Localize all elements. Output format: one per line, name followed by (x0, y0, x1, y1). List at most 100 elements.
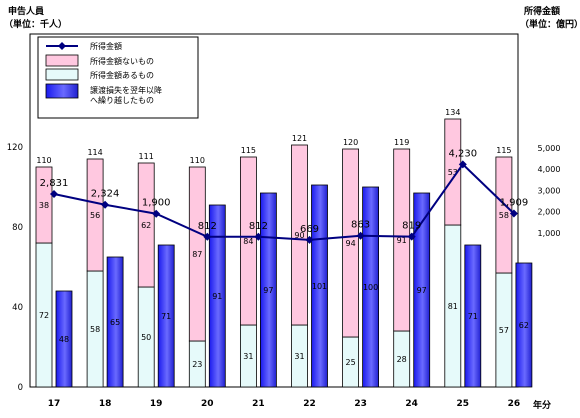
income-line-group: 2,831 2,324 1,900 812 812 669 863 819 4,230 1,909 (40, 148, 529, 244)
bars-group (35, 118, 533, 388)
income-label: 1,909 (500, 198, 529, 209)
legend: 所得金額 所得金額ないもの 所得金額あるもの 譲渡損失を翌年以降へ繰り越したもの (37, 36, 199, 119)
x-tick-label: 19 (150, 399, 163, 409)
label-with-income: 58 (90, 325, 100, 334)
income-point (356, 231, 365, 240)
x-tick-label: 20 (201, 399, 214, 409)
label-carryover: 71 (161, 312, 171, 321)
label-stack-total: 110 (190, 156, 205, 165)
label-carryover: 97 (417, 286, 427, 295)
income-line (53, 162, 515, 241)
left-axis-title-line1: 申告人員 (8, 5, 44, 17)
x-axis-ticks: 17 18 19 20 21 22 23 24 25 26 (48, 399, 520, 409)
legend-swatch-no-income (45, 54, 79, 67)
bar-carryover (515, 262, 533, 388)
bar-carryover (311, 184, 328, 388)
legend-label-carryover: 譲渡損失を翌年以降へ繰り越したもの (90, 85, 162, 105)
label-no-income: 58 (499, 211, 509, 220)
bar-carryover (259, 192, 277, 388)
label-no-income: 84 (243, 237, 253, 246)
income-point (305, 235, 314, 244)
label-with-income: 57 (499, 326, 509, 335)
x-tick-label: 25 (457, 399, 470, 409)
bar-carryover (55, 290, 73, 388)
income-point (407, 232, 416, 241)
legend-swatch-carryover (45, 83, 79, 99)
left-axis-ticks: 0 40 80 120 (7, 143, 23, 393)
bar-no-income (239, 156, 257, 326)
bar-carryover (208, 204, 226, 388)
label-with-income: 81 (448, 302, 458, 311)
bar-no-income (35, 166, 53, 244)
income-point (152, 209, 161, 218)
income-point (203, 232, 212, 241)
left-tick-label: 80 (12, 223, 23, 233)
label-with-income: 31 (243, 352, 253, 361)
right-tick-label: 2,000 (538, 208, 561, 217)
income-point (458, 160, 467, 169)
label-no-income: 94 (346, 239, 356, 248)
bar-no-income (393, 148, 411, 332)
x-tick-label: 22 (303, 399, 316, 409)
left-tick-label: 0 (18, 383, 23, 393)
x-axis-label: 年分 (533, 399, 551, 411)
bar-no-income (291, 144, 308, 326)
label-stack-total: 119 (394, 138, 409, 147)
label-no-income: 56 (90, 211, 100, 220)
income-label: 812 (249, 221, 268, 232)
label-with-income: 25 (346, 358, 356, 367)
income-label: 669 (300, 224, 319, 235)
right-tick-label: 1,000 (538, 229, 561, 238)
left-tick-label: 120 (7, 143, 23, 153)
label-no-income: 53 (448, 168, 458, 177)
label-with-income: 50 (141, 333, 151, 342)
label-with-income: 23 (192, 360, 202, 369)
legend-label-no-income: 所得金額ないもの (90, 56, 154, 66)
label-stack-total: 114 (87, 148, 102, 157)
right-tick-label: 4,000 (538, 165, 561, 174)
left-tick-label: 40 (12, 303, 23, 313)
label-with-income: 72 (39, 311, 49, 320)
x-tick-label: 17 (48, 399, 61, 409)
income-point (101, 200, 110, 209)
label-no-income: 91 (397, 236, 407, 245)
right-tick-label: 3,000 (538, 186, 561, 195)
income-point (509, 209, 518, 218)
right-axis-ticks: 1,000 2,000 3,000 4,000 5,000 (538, 144, 561, 238)
income-label: 2,324 (91, 189, 120, 200)
bar-no-income (137, 162, 155, 288)
bar-no-income (342, 148, 360, 338)
label-no-income: 38 (39, 201, 49, 210)
label-no-income: 62 (141, 221, 151, 230)
x-tick-label: 21 (252, 399, 265, 409)
legend-label-with-income: 所得金額あるもの (90, 70, 154, 80)
label-no-income: 87 (192, 250, 202, 259)
x-tick-label: 23 (354, 399, 367, 409)
right-tick-label: 5,000 (538, 144, 561, 153)
label-carryover: 62 (519, 321, 529, 330)
bar-labels-group: 72 38 110 48 58 56 114 65 50 62 111 71 23 87 110 91 31 84… (36, 108, 529, 369)
label-carryover: 91 (212, 292, 222, 301)
x-tick-label: 24 (405, 399, 418, 409)
label-stack-total: 115 (241, 146, 256, 155)
income-label: 2,831 (40, 178, 69, 189)
label-no-income: 90 (294, 231, 304, 240)
label-stack-total: 120 (343, 138, 358, 147)
bar-no-income (86, 158, 104, 272)
x-tick-label: 18 (99, 399, 112, 409)
label-carryover: 65 (110, 318, 120, 327)
legend-label-income: 所得金額 (90, 41, 122, 51)
income-label: 819 (402, 221, 421, 232)
legend-swatch-with-income (45, 68, 79, 81)
income-label: 1,900 (142, 198, 171, 209)
income-label: 863 (351, 220, 370, 231)
label-carryover: 97 (263, 286, 273, 295)
label-with-income: 31 (294, 352, 304, 361)
legend-diamond-marker-icon (58, 42, 66, 50)
label-carryover: 100 (363, 283, 378, 292)
label-carryover: 101 (312, 282, 327, 291)
income-point (50, 189, 58, 198)
income-label: 812 (198, 221, 217, 232)
